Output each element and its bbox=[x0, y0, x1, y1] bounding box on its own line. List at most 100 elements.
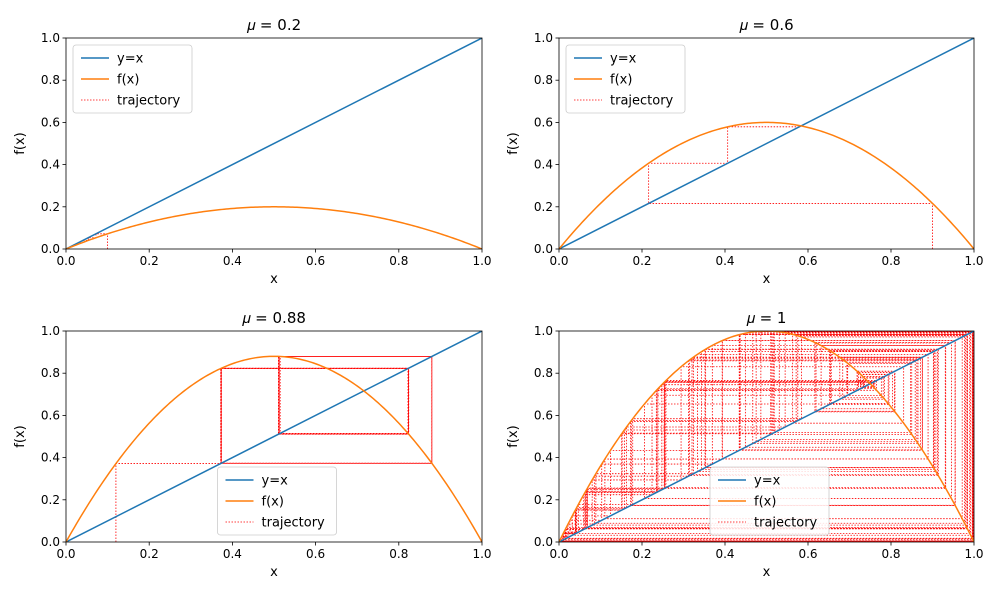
x-tick-label: 0.8 bbox=[881, 547, 900, 561]
x-tick-label: 0.8 bbox=[389, 547, 408, 561]
map-curve bbox=[559, 331, 974, 542]
x-tick-label: 0.2 bbox=[140, 254, 159, 268]
legend-label: trajectory bbox=[117, 94, 181, 109]
y-tick-label: 0.0 bbox=[534, 242, 553, 256]
x-tick-label: 0.0 bbox=[549, 547, 568, 561]
subplot-3: 0.0 0.2 0.4 0.6 0.8 1.0 0.0 0.2 0.4 0.6 0.8 1.0 x f(x… bbox=[13, 309, 492, 580]
y-tick-label: 1.0 bbox=[534, 31, 553, 45]
y-tick-label: 0.4 bbox=[41, 451, 60, 465]
x-tick-label: 1.0 bbox=[472, 254, 491, 268]
y-tick-label: 1.0 bbox=[41, 324, 60, 338]
y-tick-label: 0.0 bbox=[41, 242, 60, 256]
legend-label: f(x) bbox=[610, 73, 632, 88]
x-tick-label: 0.0 bbox=[56, 547, 75, 561]
y-tick-label: 0.4 bbox=[534, 451, 553, 465]
legend-box bbox=[72, 44, 193, 114]
x-axis-label: x bbox=[270, 565, 278, 580]
legend-label: f(x) bbox=[262, 495, 284, 510]
map-curve bbox=[559, 121, 974, 249]
y-tick-label: 1.0 bbox=[41, 31, 60, 45]
legend-label: y=x bbox=[262, 474, 289, 489]
identity-line bbox=[66, 331, 482, 542]
x-tick-label: 0.2 bbox=[140, 547, 159, 561]
x-tick-label: 0.0 bbox=[56, 254, 75, 268]
x-tick-label: 0.4 bbox=[223, 254, 242, 268]
y-tick-label: 0.6 bbox=[534, 408, 553, 422]
legend-label: y=x bbox=[117, 52, 144, 67]
x-tick-label: 0.0 bbox=[549, 254, 568, 268]
y-tick-label: 0.4 bbox=[41, 158, 60, 172]
map-curve bbox=[66, 355, 482, 542]
legend-label: y=x bbox=[754, 474, 781, 489]
subplot-1: 0.0 0.2 0.4 0.6 0.8 1.0 0.0 0.2 0.4 0.6 0.8 1.0 x f(x… bbox=[13, 16, 492, 287]
y-tick-label: 0.0 bbox=[41, 535, 60, 549]
chart-title: 𝜇 = 0.6 bbox=[739, 16, 793, 34]
trajectory-line bbox=[648, 125, 933, 249]
y-tick-label: 0.2 bbox=[41, 200, 60, 214]
legend: y=x f(x) trajectory bbox=[217, 466, 337, 536]
x-axis-label: x bbox=[270, 272, 278, 287]
y-tick-label: 0.6 bbox=[41, 115, 60, 129]
x-tick-label: 0.8 bbox=[389, 254, 408, 268]
x-tick-label: 1.0 bbox=[472, 547, 491, 561]
chart-title: 𝜇 = 0.88 bbox=[242, 309, 306, 327]
x-tick-label: 1.0 bbox=[964, 254, 983, 268]
subplot-2: 0.0 0.2 0.4 0.6 0.8 1.0 0.0 0.2 0.4 0.6 0.8 1.0 x f(x… bbox=[506, 16, 984, 287]
axes-frame bbox=[65, 330, 483, 543]
x-tick-label: 0.6 bbox=[798, 254, 817, 268]
x-tick-label: 0.2 bbox=[632, 547, 651, 561]
x-tick-label: 0.4 bbox=[223, 547, 242, 561]
y-tick-label: 0.6 bbox=[41, 408, 60, 422]
legend-label: trajectory bbox=[262, 516, 326, 531]
y-axis-label: f(x) bbox=[506, 425, 521, 447]
y-tick-label: 0.2 bbox=[41, 493, 60, 507]
x-tick-label: 1.0 bbox=[964, 547, 983, 561]
y-axis-label: f(x) bbox=[506, 132, 521, 154]
y-tick-label: 0.8 bbox=[534, 73, 553, 87]
legend-label: trajectory bbox=[754, 516, 818, 531]
legend-box bbox=[217, 466, 337, 536]
x-tick-label: 0.6 bbox=[798, 547, 817, 561]
y-tick-label: 0.8 bbox=[41, 366, 60, 380]
axes-frame bbox=[65, 37, 483, 250]
x-tick-label: 0.8 bbox=[881, 254, 900, 268]
x-axis-label: x bbox=[763, 272, 771, 287]
y-tick-label: 0.4 bbox=[534, 158, 553, 172]
y-tick-label: 0.2 bbox=[534, 200, 553, 214]
legend-label: f(x) bbox=[754, 495, 776, 510]
legend-label: trajectory bbox=[610, 94, 674, 109]
legend-label: y=x bbox=[610, 52, 637, 67]
plot-area bbox=[66, 38, 482, 249]
y-tick-label: 1.0 bbox=[534, 324, 553, 338]
identity-line bbox=[559, 38, 974, 249]
y-axis-label: f(x) bbox=[13, 425, 28, 447]
y-tick-label: 0.0 bbox=[534, 535, 553, 549]
legend: y=x f(x) trajectory bbox=[72, 44, 193, 114]
chart-title: 𝜇 = 0.2 bbox=[247, 16, 301, 34]
y-tick-label: 0.8 bbox=[534, 366, 553, 380]
subplot-4: 0.0 0.2 0.4 0.6 0.8 1.0 0.0 0.2 0.4 0.6 0.8 1.0 x f(x… bbox=[506, 309, 984, 580]
identity-line bbox=[66, 38, 482, 249]
axes-frame bbox=[558, 330, 975, 543]
y-tick-label: 0.2 bbox=[534, 493, 553, 507]
x-tick-label: 0.4 bbox=[715, 547, 734, 561]
legend: y=x f(x) trajectory bbox=[709, 466, 830, 536]
legend: y=x f(x) trajectory bbox=[565, 44, 686, 114]
legend-box bbox=[565, 44, 686, 114]
x-axis-label: x bbox=[763, 565, 771, 580]
y-tick-label: 0.6 bbox=[534, 115, 553, 129]
x-tick-label: 0.2 bbox=[632, 254, 651, 268]
x-tick-label: 0.4 bbox=[715, 254, 734, 268]
chart-title: 𝜇 = 1 bbox=[747, 309, 787, 327]
axes-frame bbox=[558, 37, 975, 250]
plot-area bbox=[559, 331, 974, 542]
legend-label: f(x) bbox=[117, 73, 139, 88]
x-tick-label: 0.6 bbox=[306, 547, 325, 561]
plot-area bbox=[559, 38, 974, 249]
identity-line bbox=[559, 331, 974, 542]
y-axis-label: f(x) bbox=[13, 132, 28, 154]
plot-area bbox=[66, 331, 482, 542]
map-curve bbox=[66, 206, 482, 249]
x-tick-label: 0.6 bbox=[306, 254, 325, 268]
